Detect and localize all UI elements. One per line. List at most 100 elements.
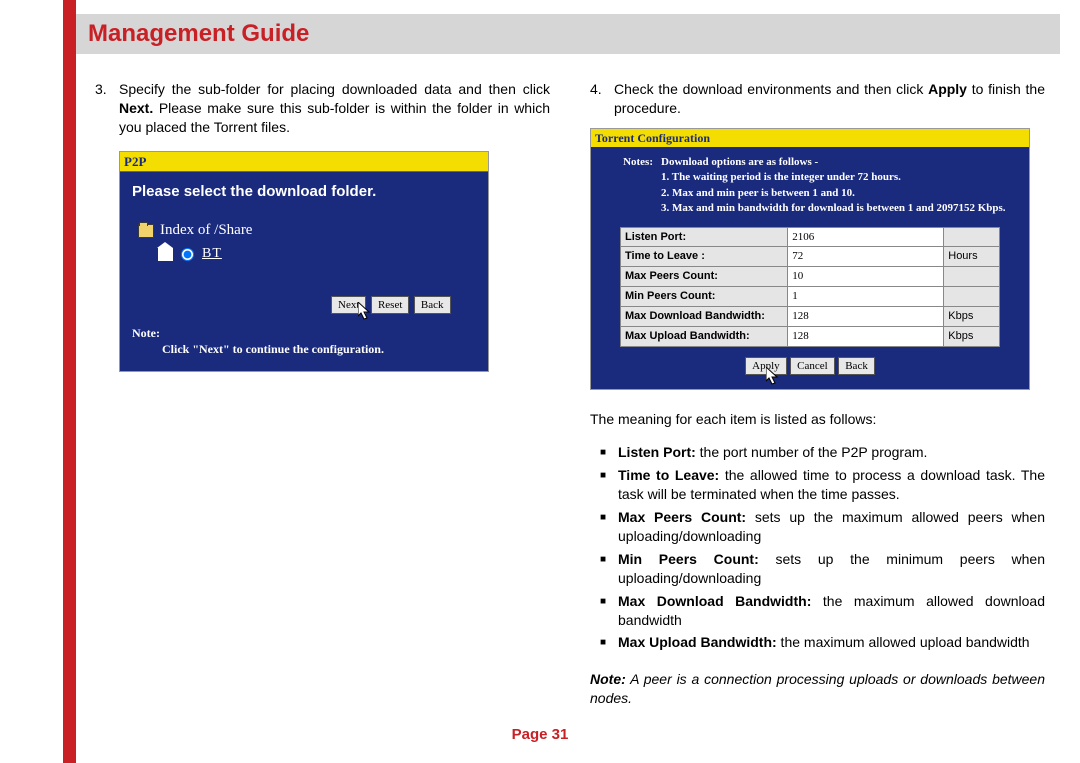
row-unit xyxy=(944,287,1000,307)
notes-line: 2. Max and min peer is between 1 and 10. xyxy=(661,186,1019,201)
row-input-cell xyxy=(788,287,944,307)
table-row: Listen Port: xyxy=(621,227,1000,247)
p2p-screenshot: P2P Please select the download folder. I… xyxy=(119,151,489,372)
row-label: Max Download Bandwidth: xyxy=(621,306,788,326)
bullet-icon: ■ xyxy=(600,508,618,546)
step-number: 4. xyxy=(590,80,614,118)
p2p-note: Note: Click "Next" to continue the confi… xyxy=(120,321,488,371)
p2p-button-row: Next Reset Back xyxy=(120,288,488,321)
column-right: 4. Check the download environments and t… xyxy=(590,80,1045,708)
list-item: ■Min Peers Count: sets up the minimum pe… xyxy=(600,550,1045,588)
meaning-intro: The meaning for each item is listed as f… xyxy=(590,410,1045,429)
row-label: Min Peers Count: xyxy=(621,287,788,307)
table-row: Max Upload Bandwidth: Kbps xyxy=(621,326,1000,346)
row-unit xyxy=(944,267,1000,287)
step-4: 4. Check the download environments and t… xyxy=(590,80,1045,118)
cancel-button[interactable]: Cancel xyxy=(790,357,835,376)
p2p-instruction: Please select the download folder. xyxy=(120,172,488,212)
reset-button[interactable]: Reset xyxy=(371,296,409,315)
back-button[interactable]: Back xyxy=(414,296,451,315)
torrent-notes: Notes: Download options are as follows -… xyxy=(591,147,1029,227)
step-body: Specify the sub-folder for placing downl… xyxy=(119,80,550,137)
text: Specify the sub-folder for placing downl… xyxy=(119,81,550,97)
folder-bt-line[interactable]: BT xyxy=(158,245,470,264)
row-unit: Hours xyxy=(944,247,1000,267)
bullet-term: Max Download Bandwidth: xyxy=(618,593,811,609)
step-body: Check the download environments and then… xyxy=(614,80,1045,118)
notes-body: Download options are as follows - 1. The… xyxy=(661,155,1019,217)
row-input-cell xyxy=(788,227,944,247)
folder-index-line: Index of /Share xyxy=(138,220,470,240)
step-3: 3. Specify the sub-folder for placing do… xyxy=(95,80,550,137)
bullet-term: Min Peers Count: xyxy=(618,551,759,567)
bullet-icon: ■ xyxy=(600,550,618,588)
row-label: Max Peers Count: xyxy=(621,267,788,287)
min-peers-input[interactable] xyxy=(792,290,932,302)
max-peers-input[interactable] xyxy=(792,270,932,282)
note-body: A peer is a connection processing upload… xyxy=(590,671,1045,706)
bullet-icon: ■ xyxy=(600,443,618,462)
row-unit: Kbps xyxy=(944,326,1000,346)
home-icon xyxy=(158,248,173,261)
bullet-desc: the port number of the P2P program. xyxy=(696,444,928,460)
list-item: ■Time to Leave: the allowed time to proc… xyxy=(600,466,1045,504)
list-item: ■Max Peers Count: sets up the maximum al… xyxy=(600,508,1045,546)
table-row: Max Download Bandwidth: Kbps xyxy=(621,306,1000,326)
bullet-desc: the maximum allowed upload bandwidth xyxy=(777,634,1030,650)
cursor-icon xyxy=(358,302,372,320)
column-left: 3. Specify the sub-folder for placing do… xyxy=(95,80,550,708)
content-columns: 3. Specify the sub-folder for placing do… xyxy=(95,80,1045,708)
bullet-icon: ■ xyxy=(600,466,618,504)
config-table: Listen Port: Time to Leave : Hours Max P… xyxy=(620,227,1000,347)
keyword-next: Next. xyxy=(119,100,153,116)
list-item: ■Max Upload Bandwidth: the maximum allow… xyxy=(600,633,1045,652)
sidebar-red-bar xyxy=(63,0,76,763)
bt-label: BT xyxy=(202,245,222,264)
listen-port-input[interactable] xyxy=(792,231,932,243)
row-unit xyxy=(944,227,1000,247)
max-download-input[interactable] xyxy=(792,310,932,322)
folder-browser: Index of /Share BT xyxy=(120,212,488,287)
cursor-icon xyxy=(766,367,780,385)
bullet-icon: ■ xyxy=(600,592,618,630)
list-item: ■Max Download Bandwidth: the maximum all… xyxy=(600,592,1045,630)
text: Check the download environments and then… xyxy=(614,81,928,97)
note-text: Click "Next" to continue the configurati… xyxy=(162,342,384,356)
notes-line: 1. The waiting period is the integer und… xyxy=(661,170,1019,185)
bullet-term: Max Upload Bandwidth: xyxy=(618,634,777,650)
row-input-cell xyxy=(788,326,944,346)
bullet-term: Time to Leave: xyxy=(618,467,719,483)
row-input-cell xyxy=(788,306,944,326)
row-input-cell xyxy=(788,247,944,267)
p2p-window-title: P2P xyxy=(120,152,488,173)
bullet-term: Listen Port: xyxy=(618,444,696,460)
bullet-term: Max Peers Count: xyxy=(618,509,746,525)
max-upload-input[interactable] xyxy=(792,330,932,342)
bullet-icon: ■ xyxy=(600,633,618,652)
keyword-apply: Apply xyxy=(928,81,967,97)
footer-note: Note: A peer is a connection processing … xyxy=(590,670,1045,708)
table-row: Min Peers Count: xyxy=(621,287,1000,307)
note-label: Note: xyxy=(590,671,626,687)
torrent-screenshot: Torrent Configuration Notes: Download op… xyxy=(590,128,1030,391)
bt-radio[interactable] xyxy=(181,248,194,261)
torrent-window-title: Torrent Configuration xyxy=(591,129,1029,147)
page-title: Management Guide xyxy=(88,20,309,48)
row-label: Listen Port: xyxy=(621,227,788,247)
time-to-leave-input[interactable] xyxy=(792,250,932,262)
row-label: Time to Leave : xyxy=(621,247,788,267)
torrent-button-row: Apply Cancel Back xyxy=(591,355,1029,390)
header-bar: Management Guide xyxy=(76,14,1060,54)
row-input-cell xyxy=(788,267,944,287)
back-button-2[interactable]: Back xyxy=(838,357,875,376)
notes-line: Download options are as follows - xyxy=(661,155,1019,170)
step-number: 3. xyxy=(95,80,119,137)
table-row: Time to Leave : Hours xyxy=(621,247,1000,267)
note-label: Note: xyxy=(132,326,160,340)
notes-line: 3. Max and min bandwidth for download is… xyxy=(661,201,1019,216)
page-number: Page 31 xyxy=(0,726,1080,743)
folder-icon xyxy=(138,224,154,238)
text: Please make sure this sub-folder is with… xyxy=(119,100,550,135)
row-label: Max Upload Bandwidth: xyxy=(621,326,788,346)
bullet-list: ■Listen Port: the port number of the P2P… xyxy=(600,443,1045,652)
